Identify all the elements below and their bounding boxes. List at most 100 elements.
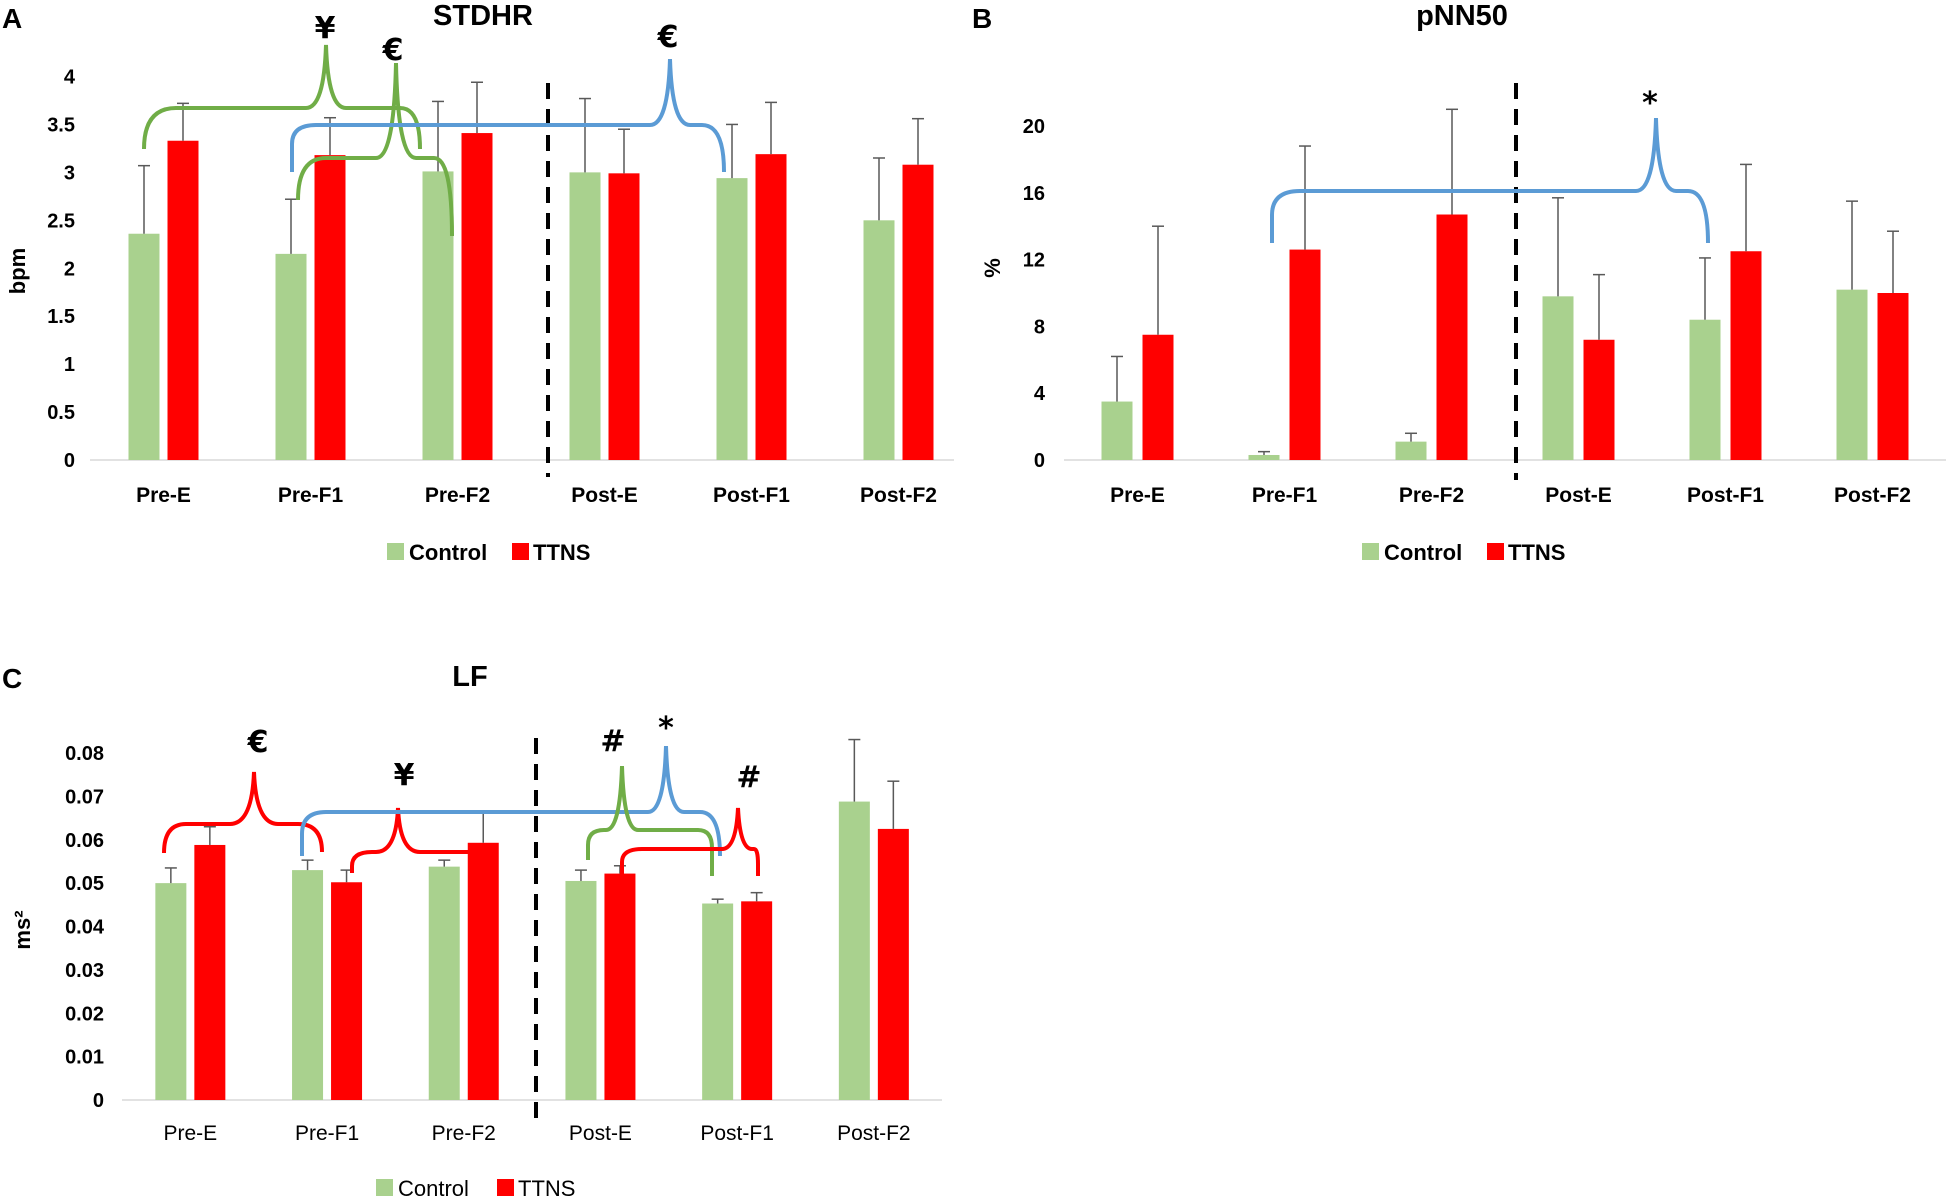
panel-a-ytick: 0.5 bbox=[47, 402, 75, 424]
panel-c-bar-ttns bbox=[331, 882, 363, 1100]
panel-c-bar-control bbox=[838, 801, 870, 1100]
panel-a-bar-control bbox=[275, 253, 307, 460]
panel-a-annotation-euro-1: € bbox=[382, 33, 404, 68]
panel-c-ytick: 0.04 bbox=[65, 917, 105, 939]
panel-c-ytick: 0.02 bbox=[65, 1003, 104, 1025]
panel-c-bar-ttns bbox=[741, 901, 773, 1100]
panel-b-bar-control bbox=[1248, 454, 1280, 460]
panel-b-brace-blue bbox=[1270, 117, 1710, 244]
panel-a-bar-ttns bbox=[755, 154, 787, 460]
panel-c-annotation-hash-1: # bbox=[600, 724, 625, 759]
panel-b-bar-control bbox=[1836, 289, 1868, 460]
panel-a-bar-control bbox=[569, 172, 601, 460]
panel-a-legend-ttns-swatch bbox=[512, 543, 529, 560]
panel-c-annotation-star: * bbox=[658, 711, 674, 746]
panel-c-title: LF bbox=[452, 661, 487, 693]
panel-b-ytick: 16 bbox=[1023, 183, 1045, 205]
panel-b-bar-ttns bbox=[1877, 293, 1909, 460]
panel-a-bar-control bbox=[716, 178, 748, 460]
panel-b: B pNN50 % 0 4 8 12 16 20 Pre-E Pre-F1 Pre-F2 Pos… bbox=[972, 0, 1946, 565]
panel-c-brace-green bbox=[586, 765, 714, 876]
panel-c-ytick: 0.06 bbox=[65, 830, 104, 852]
panel-c-bar-control bbox=[292, 870, 324, 1100]
panel-a-bar-ttns bbox=[314, 155, 346, 460]
panel-c-bar-ttns bbox=[194, 844, 226, 1100]
panel-c-legend-control-swatch bbox=[376, 1179, 393, 1196]
panel-c-bar-ttns bbox=[877, 828, 909, 1100]
panel-c-ytick: 0.03 bbox=[65, 960, 104, 982]
panel-c-annotation-euro: € bbox=[247, 725, 269, 760]
panel-c-bar-ttns bbox=[604, 873, 636, 1100]
panel-a-ytick: 2 bbox=[64, 258, 75, 280]
panel-b-legend-control-label: Control bbox=[1384, 540, 1462, 565]
panel-c-category-label: Pre-F1 bbox=[295, 1122, 359, 1145]
panel-c-legend-ttns-label: TTNS bbox=[518, 1176, 575, 1201]
panel-b-legend-ttns-label: TTNS bbox=[1508, 540, 1565, 565]
panel-c-category-label: Post-E bbox=[569, 1122, 632, 1145]
panel-c-annotation-yen: ¥ bbox=[394, 758, 415, 793]
panel-a-ytick: 1 bbox=[64, 354, 75, 376]
panel-a-letter: A bbox=[2, 3, 22, 34]
panel-a-bar-ttns bbox=[167, 140, 199, 460]
panel-a-ytick: 1.5 bbox=[47, 306, 75, 328]
panel-b-bar-ttns bbox=[1289, 249, 1321, 460]
panel-a-ytick: 4 bbox=[64, 67, 76, 89]
panel-c-brace-red-3 bbox=[620, 807, 760, 876]
panel-a-annotation-euro-2: € bbox=[657, 20, 679, 55]
panel-c-legend-control-label: Control bbox=[398, 1176, 469, 1201]
panel-c-category-label: Pre-E bbox=[164, 1122, 218, 1145]
panel-b-letter: B bbox=[972, 3, 992, 34]
panel-a-bar-ttns bbox=[902, 164, 934, 460]
panel-c: C LF ms² 0 0.01 0.02 0.03 0.04 0.05 0.06 0.07 0.… bbox=[2, 661, 942, 1201]
panel-c-legend-ttns-swatch bbox=[497, 1179, 514, 1196]
panel-a-title: STDHR bbox=[433, 0, 533, 32]
panel-a-brace-green-2 bbox=[296, 62, 454, 237]
panel-b-legend-control-swatch bbox=[1362, 543, 1379, 560]
panel-a-category-label: Post-F1 bbox=[713, 484, 790, 507]
panel-c-letter: C bbox=[2, 663, 22, 694]
panel-c-annotation-hash-2: # bbox=[736, 760, 761, 795]
panel-a-category-label: Pre-F2 bbox=[425, 484, 490, 507]
panel-c-ytick: 0.05 bbox=[65, 873, 104, 895]
panel-a-legend-ttns-label: TTNS bbox=[533, 540, 590, 565]
panel-c-ytick: 0 bbox=[93, 1090, 104, 1112]
panel-c-ytick: 0.07 bbox=[65, 786, 104, 808]
panel-b-bar-ttns bbox=[1436, 214, 1468, 460]
panel-b-ytick: 0 bbox=[1034, 450, 1045, 472]
panel-b-bar-control bbox=[1101, 401, 1133, 460]
panel-a-bar-control bbox=[128, 233, 160, 460]
panel-a-bar-control bbox=[863, 220, 895, 460]
panel-a-ytick: 3 bbox=[64, 162, 75, 184]
panel-b-bar-ttns bbox=[1583, 339, 1615, 460]
panel-a-brace-blue bbox=[290, 58, 726, 173]
panel-c-bar-control bbox=[428, 866, 460, 1100]
panel-a-annotation-yen: ¥ bbox=[315, 11, 336, 46]
panel-b-bar-control bbox=[1395, 441, 1427, 460]
panel-b-annotation-star: * bbox=[1642, 86, 1658, 121]
panel-b-category-label: Pre-F1 bbox=[1252, 484, 1318, 507]
panel-a-ytick: 0 bbox=[64, 450, 75, 472]
panel-c-bar-control bbox=[702, 903, 734, 1100]
panel-a-ytick: 3.5 bbox=[47, 114, 75, 136]
panel-c-brace-red-2 bbox=[350, 807, 498, 873]
panel-a-legend-control-label: Control bbox=[409, 540, 487, 565]
panel-a-bar-ttns bbox=[461, 133, 493, 460]
panel-b-title: pNN50 bbox=[1416, 0, 1508, 32]
panel-b-category-label: Post-F2 bbox=[1834, 484, 1911, 507]
panel-a-bar-ttns bbox=[608, 173, 640, 461]
panel-c-ytick: 0.08 bbox=[65, 743, 104, 765]
panel-b-legend-ttns-swatch bbox=[1487, 543, 1504, 560]
panel-b-bar-ttns bbox=[1142, 334, 1174, 460]
panel-a-legend-control-swatch bbox=[387, 543, 404, 560]
panel-b-category-label: Pre-E bbox=[1110, 484, 1165, 507]
panel-b-bar-control bbox=[1689, 319, 1721, 460]
panel-b-ytick: 4 bbox=[1034, 383, 1046, 405]
panel-a-category-label: Pre-E bbox=[136, 484, 191, 507]
panel-c-ylabel: ms² bbox=[10, 910, 35, 949]
panel-c-brace-blue bbox=[300, 745, 722, 857]
panel-b-ytick: 8 bbox=[1034, 316, 1045, 338]
panel-c-ytick: 0.01 bbox=[65, 1047, 104, 1069]
panel-a-category-label: Pre-F1 bbox=[278, 484, 344, 507]
panel-b-category-label: Post-E bbox=[1545, 484, 1612, 507]
